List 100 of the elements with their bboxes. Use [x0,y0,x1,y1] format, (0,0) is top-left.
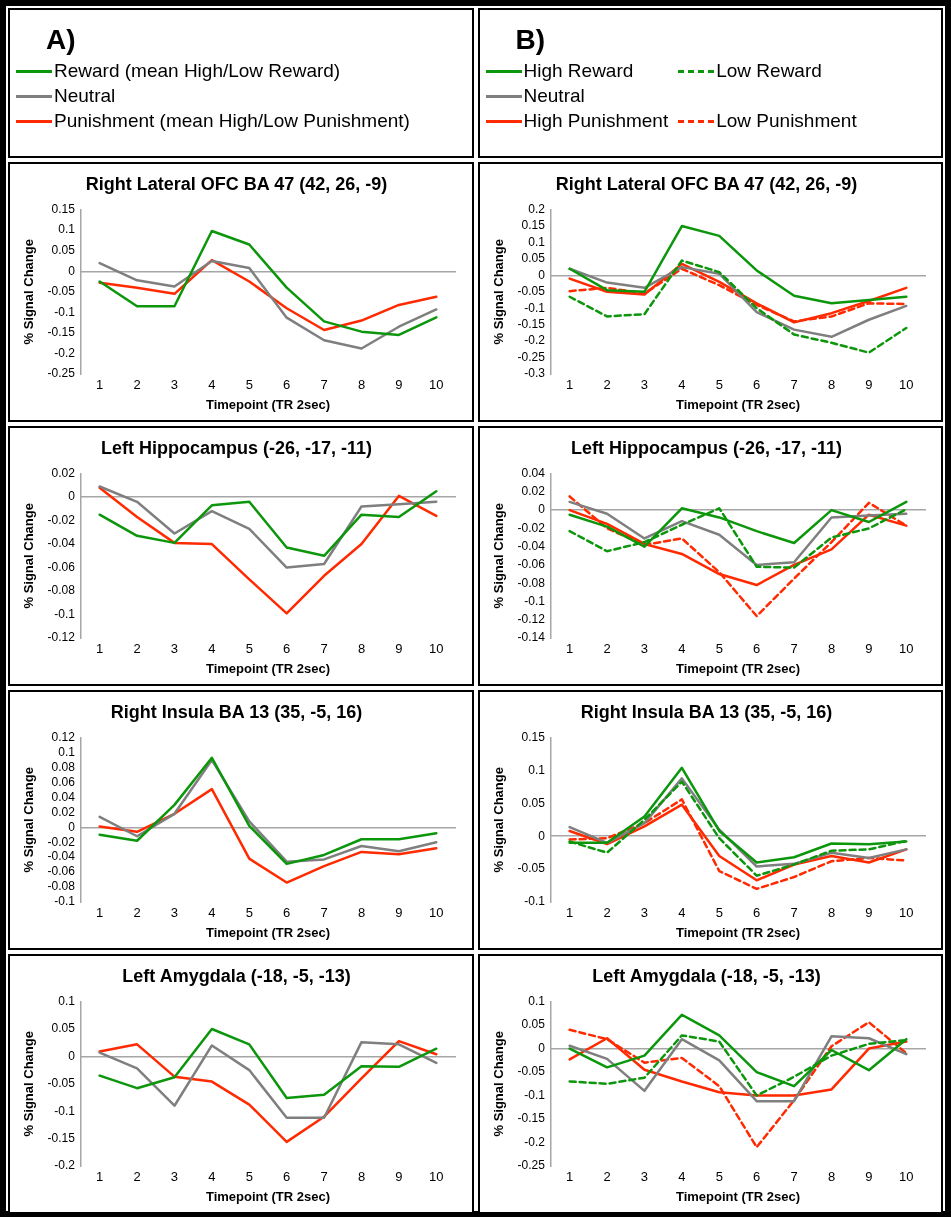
y-tick-label: 0.12 [51,729,76,744]
y-tick-label: -0.2 [523,333,545,348]
x-tick-label: 1 [96,1169,104,1185]
x-tick-label: 9 [395,641,403,657]
x-tick-label: 9 [864,377,873,393]
y-tick-label: -0.1 [523,894,545,909]
y-axis-title: % Signal Change [21,1031,37,1137]
y-tick-label: -0.06 [517,557,545,572]
chart-title: Right Insula BA 13 (35, -5, 16) [110,701,363,722]
x-axis-title: Timepoint (TR 2sec) [205,925,330,941]
chart-title: Left Hippocampus (-26, -17, -11) [570,437,842,458]
y-tick-label: -0.02 [47,512,76,527]
x-tick-label: 2 [602,1169,611,1185]
y-tick-label: -0.04 [47,849,76,864]
x-tick-label: 1 [96,641,104,657]
text: B) [515,24,547,57]
y-tick-label: -0.15 [517,316,545,331]
x-tick-label: 8 [357,377,366,393]
y-axis-title: % Signal Change [490,1031,506,1137]
y-tick-label: -0.25 [47,366,76,381]
chart-title: Right Lateral OFC BA 47 (42, 26, -9) [85,173,388,194]
x-tick-label: 5 [715,641,723,657]
x-tick-label: 7 [320,377,328,393]
x-tick-label: 8 [827,641,835,657]
x-tick-label: 1 [96,905,104,921]
y-tick-label: 0.05 [521,251,545,266]
y-tick-label: 0 [537,502,545,517]
x-tick-label: 9 [395,1169,403,1185]
y-tick-label: 0 [68,263,76,278]
y-tick-label: 0.1 [527,234,545,249]
y-tick-label: 0.15 [51,201,76,216]
legend-label: Reward (mean High/Low Reward) [54,60,341,82]
x-tick-label: 10 [429,377,444,393]
legend-label: High Punishment [523,110,669,132]
x-tick-label: 5 [715,905,723,921]
legend-label: High Reward [523,60,634,82]
y-tick-label: -0.1 [54,606,76,621]
x-tick-label: 3 [170,905,179,921]
y-tick-label: -0.2 [54,1158,76,1173]
x-tick-label: 9 [864,1169,873,1185]
y-tick-label: 0.1 [527,762,545,777]
chart-title: Left Hippocampus (-26, -17, -11) [100,437,373,458]
x-tick-label: 3 [640,641,648,657]
x-tick-label: 6 [752,377,760,393]
y-tick-label: 0 [537,267,545,282]
y-tick-label: -0.1 [54,894,76,909]
x-tick-label: 5 [245,377,253,393]
x-tick-label: 9 [864,905,873,921]
y-tick-label: -0.08 [47,879,76,894]
y-tick-label: 0 [68,1048,76,1063]
x-tick-label: 7 [789,641,798,657]
y-tick-label: -0.04 [517,538,545,553]
x-axis-title: Timepoint (TR 2sec) [675,397,800,413]
x-tick-label: 10 [898,377,914,393]
x-axis-title: Timepoint (TR 2sec) [205,661,330,677]
x-tick-label: 1 [96,377,104,393]
x-tick-label: 7 [320,1169,328,1185]
y-tick-label: 0.1 [58,993,76,1008]
y-tick-label: 0.15 [521,218,545,233]
y-tick-label: 0 [68,489,76,504]
x-tick-label: 5 [715,1169,723,1185]
x-tick-label: 8 [827,377,835,393]
y-tick-label: -0.25 [517,349,545,364]
x-tick-label: 4 [677,1169,685,1185]
x-tick-label: 6 [283,1169,291,1185]
x-tick-label: 3 [640,1169,648,1185]
x-tick-label: 2 [133,905,141,921]
legend-label: Low Punishment [716,110,857,132]
y-tick-label: -0.06 [47,864,76,879]
y-tick-label: -0.04 [47,536,76,551]
x-tick-label: 4 [677,641,685,657]
x-tick-label: 3 [640,377,648,393]
x-tick-label: 6 [752,1169,760,1185]
x-tick-label: 5 [245,641,253,657]
y-tick-label: -0.12 [47,630,76,645]
x-tick-label: 8 [357,1169,366,1185]
x-tick-label: 10 [898,641,914,657]
line-series [567,259,908,354]
x-tick-label: 9 [395,905,403,921]
y-tick-label: -0.02 [517,520,545,535]
y-tick-label: -0.2 [523,1134,545,1149]
y-tick-label: -0.1 [523,593,545,608]
x-tick-label: 9 [864,641,873,657]
x-tick-label: 10 [898,905,914,921]
x-tick-label: 8 [827,905,835,921]
y-tick-label: -0.15 [47,1130,76,1145]
x-tick-label: 6 [283,905,291,921]
legend-label: Neutral [523,85,585,107]
y-tick-label: -0.1 [523,1087,545,1102]
legend-label: Punishment (mean High/Low Punishment) [54,110,410,132]
x-tick-label: 3 [640,905,648,921]
text: A) [46,24,77,57]
x-tick-label: 10 [898,1169,914,1185]
y-tick-label: -0.05 [517,284,545,299]
x-tick-label: 4 [677,377,685,393]
y-axis-title: % Signal Change [490,239,506,345]
x-tick-label: 2 [133,641,141,657]
y-tick-label: -0.02 [47,834,76,849]
x-tick-label: 8 [357,641,366,657]
x-tick-label: 1 [565,905,573,921]
